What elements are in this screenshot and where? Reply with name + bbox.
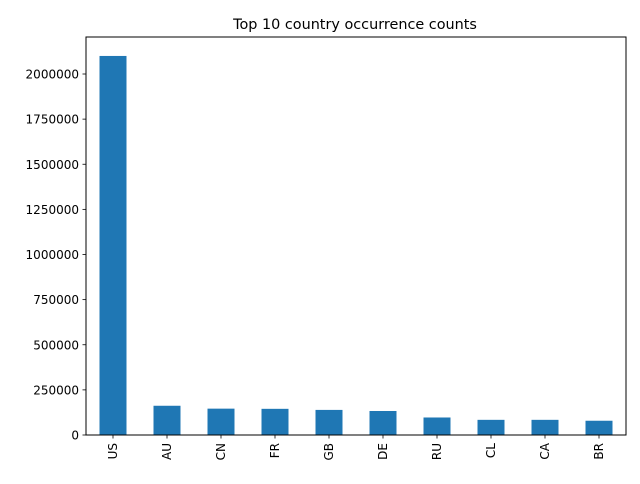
x-axis: US AU CN FR GB DE RU CL CA BR xyxy=(106,435,606,461)
y-tick-label: 750000 xyxy=(33,293,79,307)
x-tick-label-ca: CA xyxy=(538,442,552,459)
x-tick-label-br: BR xyxy=(592,443,606,460)
x-tick-label-cl: CL xyxy=(484,443,498,458)
bar-us xyxy=(99,55,127,435)
plot-frame xyxy=(85,36,627,436)
x-tick-label-au: AU xyxy=(160,443,174,460)
x-tick-label-ru: RU xyxy=(430,443,444,460)
bars-layer xyxy=(99,55,613,435)
y-tick-label: 1000000 xyxy=(26,248,79,262)
x-tick-label-gb: GB xyxy=(322,443,336,461)
x-tick-label-cn: CN xyxy=(214,443,228,460)
y-tick-label: 2000000 xyxy=(26,68,79,82)
bar-de xyxy=(369,410,397,435)
bar-ru xyxy=(423,417,451,435)
y-tick-label: 1250000 xyxy=(26,203,79,217)
bar-fr xyxy=(261,408,289,435)
chart-title: Top 10 country occurrence counts xyxy=(232,17,477,33)
x-tick-label-fr: FR xyxy=(268,443,282,458)
x-tick-label-us: US xyxy=(106,443,120,459)
bar-cl xyxy=(477,419,505,435)
y-tick-label: 500000 xyxy=(33,338,79,352)
y-tick-label: 250000 xyxy=(33,383,79,397)
bar-gb xyxy=(315,409,343,435)
y-tick-label: 0 xyxy=(71,429,79,443)
x-tick-label-de: DE xyxy=(376,443,390,460)
bar-cn xyxy=(207,408,235,435)
bar-br xyxy=(585,420,613,435)
bar-au xyxy=(153,405,181,435)
y-axis: 0 250000 500000 750000 1000000 1250000 1500000… xyxy=(26,68,86,443)
bar-ca xyxy=(531,419,559,435)
y-tick-label: 1750000 xyxy=(26,113,79,127)
y-tick-label: 1500000 xyxy=(26,158,79,172)
